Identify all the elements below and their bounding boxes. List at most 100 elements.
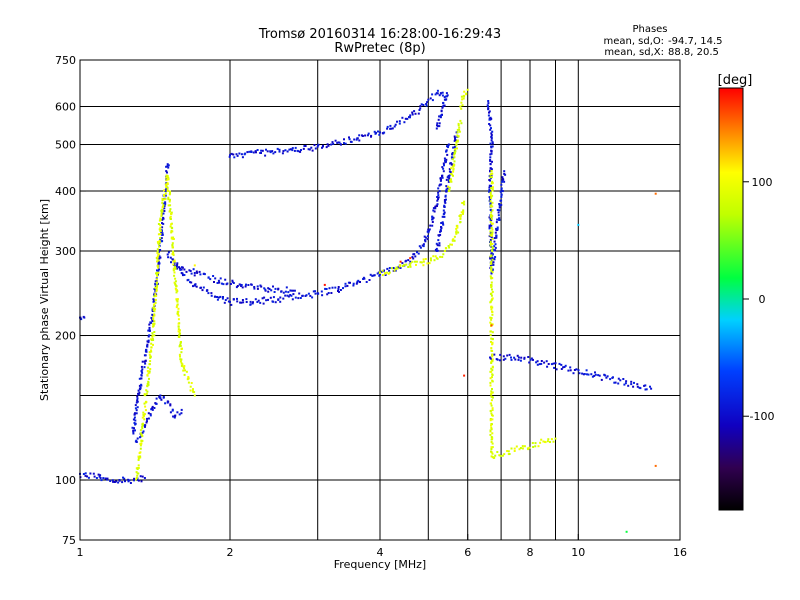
x-mode-point: [155, 271, 158, 274]
o-mode-point: [491, 257, 494, 260]
o-mode-point: [388, 267, 391, 269]
x-mode-point: [491, 418, 494, 421]
y-tick-label: 600: [55, 101, 76, 114]
x-mode-point: [178, 329, 181, 332]
o-mode-point: [445, 160, 447, 163]
o-mode-point: [317, 144, 320, 147]
x-mode-point: [137, 455, 140, 458]
o-mode-point: [367, 132, 370, 135]
x-mode-point: [161, 199, 164, 202]
o-mode-point: [587, 373, 590, 376]
x-mode-point: [176, 290, 179, 293]
o-mode-point: [445, 98, 448, 101]
o-mode-point: [245, 298, 248, 301]
x-tick-label: 6: [464, 546, 471, 559]
o-mode-point: [303, 145, 306, 147]
x-mode-point: [165, 179, 168, 182]
o-mode-point: [489, 167, 492, 170]
o-mode-point: [213, 281, 215, 283]
x-mode-point: [162, 198, 165, 201]
x-mode-point: [174, 265, 176, 268]
o-mode-point: [132, 430, 135, 433]
x-mode-point: [489, 244, 492, 247]
o-mode-point: [499, 353, 502, 356]
x-mode-point: [177, 307, 180, 310]
x-mode-point: [424, 258, 427, 260]
o-mode-point: [151, 407, 154, 410]
x-mode-point: [489, 200, 492, 203]
x-mode-point: [506, 450, 509, 452]
o-mode-point: [287, 291, 290, 294]
o-mode-point: [299, 297, 302, 299]
x-mode-point: [490, 254, 493, 257]
x-mode-point: [491, 360, 494, 363]
x-mode-point: [152, 339, 155, 341]
o-mode-point: [573, 369, 576, 371]
x-mode-point: [154, 299, 157, 302]
o-mode-point: [514, 358, 517, 361]
o-mode-point: [248, 150, 251, 153]
x-mode-point: [137, 459, 140, 461]
o-mode-point: [499, 190, 502, 193]
o-mode-point: [422, 245, 425, 248]
x-mode-point: [148, 353, 151, 356]
x-mode-point: [489, 321, 492, 324]
x-mode-point: [146, 390, 149, 393]
o-mode-point: [411, 256, 414, 259]
o-mode-point: [438, 234, 441, 237]
x-tick-label: 8: [527, 546, 534, 559]
o-mode-point: [147, 329, 150, 332]
o-mode-point: [307, 292, 310, 295]
o-mode-point: [450, 156, 453, 159]
o-mode-point: [261, 297, 264, 300]
x-mode-point: [173, 281, 176, 284]
x-mode-point: [169, 190, 171, 193]
o-mode-point: [404, 117, 407, 120]
o-mode-point: [280, 290, 283, 293]
o-mode-point: [229, 300, 231, 303]
o-mode-point: [406, 117, 409, 120]
o-mode-point: [222, 296, 224, 298]
o-mode-point: [182, 274, 184, 277]
o-mode-point: [591, 375, 594, 378]
x-mode-point: [159, 224, 162, 226]
o-mode-point: [446, 187, 449, 190]
x-mode-point: [490, 317, 493, 319]
o-mode-point: [148, 323, 151, 326]
o-mode-point: [553, 366, 556, 369]
o-mode-point: [379, 131, 381, 134]
o-mode-point: [327, 292, 330, 294]
o-mode-point: [593, 374, 596, 377]
x-mode-point: [141, 425, 144, 428]
x-mode-point: [170, 212, 173, 215]
o-mode-point: [166, 171, 168, 174]
o-mode-point: [153, 288, 156, 290]
o-mode-point: [427, 231, 430, 234]
o-mode-point: [633, 381, 635, 384]
x-mode-point: [405, 263, 408, 266]
o-mode-point: [498, 206, 501, 209]
o-mode-point: [436, 122, 439, 125]
x-mode-point: [449, 243, 452, 246]
o-mode-point: [153, 299, 155, 302]
x-mode-point: [135, 478, 138, 481]
legend-x-label: mean, sd,X:: [604, 47, 664, 58]
o-mode-point: [363, 277, 366, 280]
o-mode-point: [232, 282, 235, 284]
o-mode-point: [438, 122, 441, 125]
x-mode-point: [491, 306, 494, 309]
o-mode-point: [279, 300, 282, 303]
o-mode-point: [207, 292, 210, 295]
o-mode-point: [361, 135, 364, 137]
o-mode-point: [366, 134, 369, 137]
o-mode-point: [493, 245, 496, 248]
x-mode-point: [178, 353, 181, 356]
o-mode-point: [263, 296, 266, 299]
o-mode-point: [236, 154, 239, 157]
x-mode-point: [164, 198, 167, 201]
o-mode-point: [501, 190, 504, 192]
o-mode-point: [431, 93, 434, 96]
x-mode-point: [166, 189, 169, 192]
o-mode-point: [440, 226, 442, 228]
x-mode-point: [161, 210, 164, 213]
